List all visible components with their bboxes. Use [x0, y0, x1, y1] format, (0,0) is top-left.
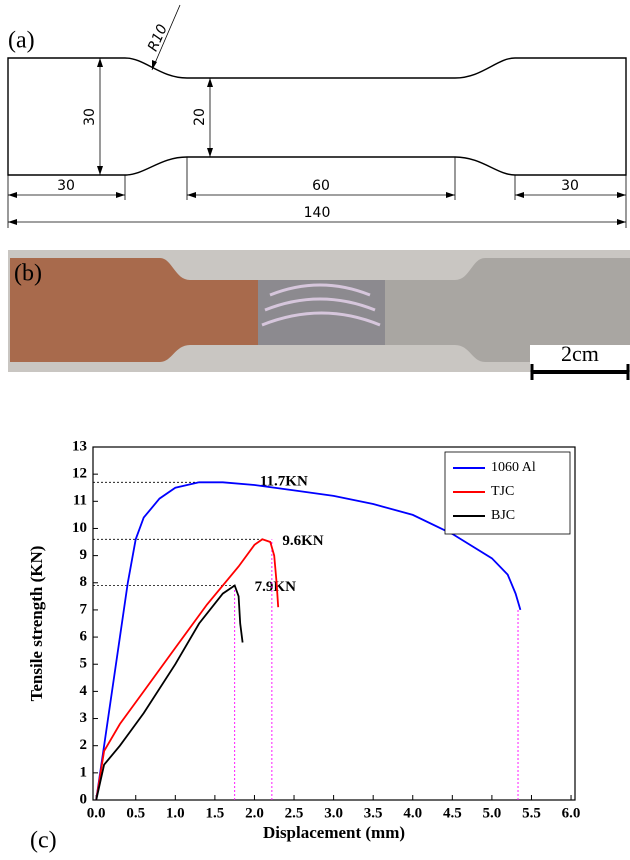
y-tick-label: 3	[80, 710, 88, 726]
dimension-label: 60	[312, 178, 330, 194]
annotation: 9.6KN	[282, 533, 323, 549]
y-tick-label: 13	[72, 438, 87, 454]
legend-label: BJC	[491, 508, 515, 523]
y-tick-label: 1	[80, 764, 88, 780]
x-tick-label: 1.0	[166, 805, 185, 821]
annotation: 7.9KN	[255, 579, 296, 595]
scale-bar-label: 2cm	[561, 341, 599, 366]
legend-label: TJC	[491, 484, 514, 499]
y-tick-label: 0	[80, 791, 88, 807]
x-tick-label: 2.5	[285, 805, 304, 821]
data-line	[95, 584, 244, 801]
x-tick-label: 0.0	[87, 805, 106, 821]
y-tick-label: 8	[80, 574, 88, 590]
y-tick-label: 7	[80, 601, 88, 617]
specimen-outline	[7, 57, 627, 176]
data-line	[95, 538, 280, 801]
annotation: 11.7KN	[260, 474, 308, 490]
x-tick-label: 0.5	[126, 805, 145, 821]
y-tick-label: 12	[72, 466, 87, 482]
dimension-label: 30	[561, 178, 579, 194]
x-tick-label: 6.0	[562, 805, 581, 821]
x-tick-label: 5.0	[483, 805, 502, 821]
specimen-photo	[8, 250, 630, 380]
panel-label: (a)	[8, 28, 35, 54]
y-tick-label: 10	[72, 520, 87, 536]
legend-label: 1060 Al	[491, 460, 536, 475]
dimension-label: 140	[304, 205, 331, 221]
chart: 0.0 0.5 1.0 1.5 2.0 2.5 3.0 3.5 4.0 4.5 5.0 5.5 6.0 0…	[27, 438, 581, 853]
dimension-label: 30	[82, 108, 98, 126]
x-tick-label: 3.5	[364, 805, 383, 821]
x-tick-label: 4.5	[443, 805, 462, 821]
dimension-label: 30	[57, 178, 75, 194]
specimen-drawing	[7, 4, 627, 228]
y-tick-label: 5	[80, 656, 88, 672]
y-tick-label: 2	[80, 737, 88, 753]
panel-label: (c)	[30, 828, 57, 854]
radius-label: R10	[145, 22, 171, 54]
y-tick-label: 11	[73, 493, 87, 509]
data-line	[95, 481, 522, 801]
y-tick-label: 6	[80, 629, 88, 645]
x-tick-label: 2.0	[245, 805, 264, 821]
y-axis-label: Tensile strength (KN)	[27, 546, 46, 702]
panel-label: (b)	[14, 261, 42, 287]
y-tick-label: 4	[80, 683, 88, 699]
dimension-label: 20	[192, 108, 208, 126]
x-tick-label: 1.5	[206, 805, 225, 821]
x-tick-label: 5.5	[522, 805, 541, 821]
x-axis-label: Displacement (mm)	[263, 823, 405, 842]
y-tick-label: 9	[80, 547, 88, 563]
x-tick-label: 3.0	[324, 805, 343, 821]
x-tick-label: 4.0	[403, 805, 422, 821]
